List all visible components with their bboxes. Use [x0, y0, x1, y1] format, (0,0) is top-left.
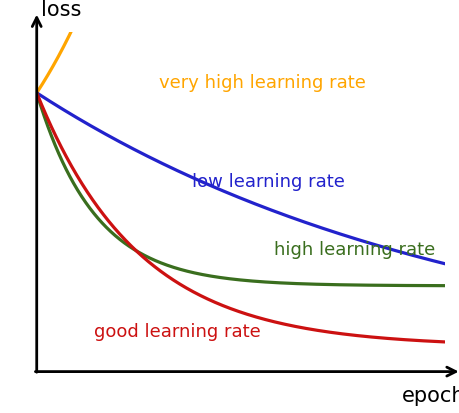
Text: loss: loss	[41, 0, 81, 19]
Text: low learning rate: low learning rate	[192, 173, 345, 191]
Text: epoch: epoch	[402, 385, 459, 405]
Text: very high learning rate: very high learning rate	[159, 74, 366, 92]
Text: good learning rate: good learning rate	[94, 322, 261, 340]
Text: high learning rate: high learning rate	[274, 241, 435, 259]
